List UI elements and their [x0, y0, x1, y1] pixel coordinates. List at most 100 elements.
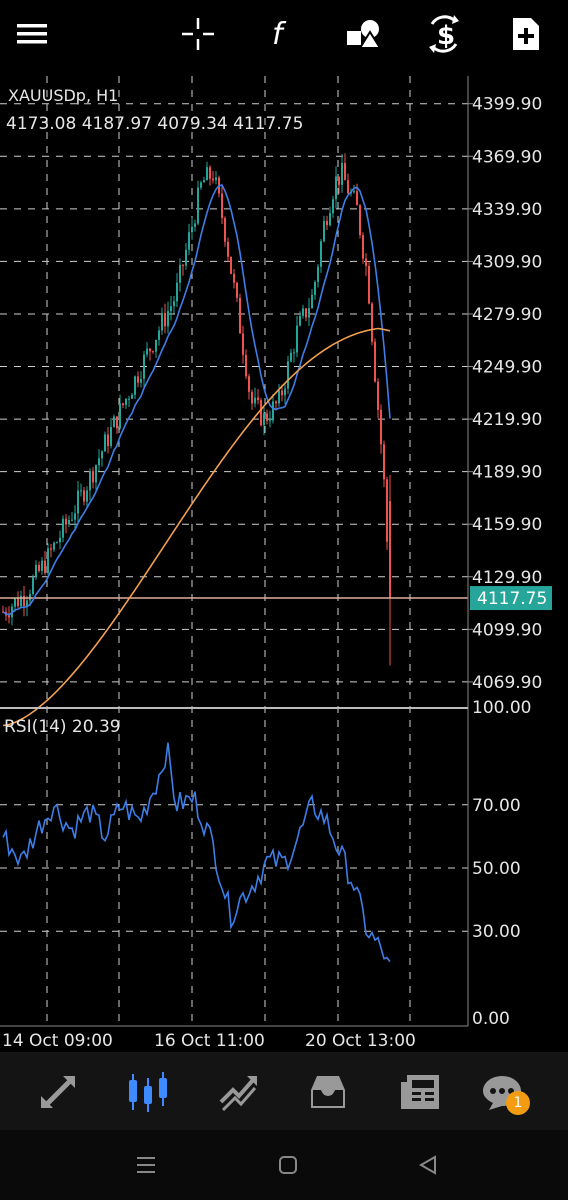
candle-body — [317, 266, 319, 282]
rsi-tick-label: 100.00 — [472, 698, 531, 718]
candle-body — [104, 434, 106, 452]
candle-body — [281, 390, 283, 396]
candle-body — [53, 542, 55, 550]
chart-icon[interactable] — [118, 1066, 178, 1118]
candle-body — [356, 191, 358, 206]
bottom-navigation — [0, 1052, 568, 1130]
new-order-icon[interactable] — [496, 8, 556, 60]
candle-body — [383, 444, 385, 480]
candle-body — [326, 220, 328, 226]
candle-body — [296, 325, 298, 353]
candle-body — [98, 458, 100, 466]
fast-moving-average-line — [2, 184, 391, 616]
trade-icon[interactable]: $ — [414, 8, 474, 60]
candle-body — [17, 598, 19, 607]
candle-body — [197, 187, 199, 224]
candle-body — [26, 600, 28, 607]
candle-body — [62, 518, 64, 538]
candle-body — [119, 403, 121, 429]
price-tick-label: 4339.90 — [472, 200, 542, 220]
candle-body — [221, 193, 223, 219]
candle-body — [371, 303, 373, 342]
price-tick-label: 4399.90 — [472, 95, 542, 115]
candle-body — [68, 520, 70, 525]
candle-body — [359, 205, 361, 235]
candle-body — [116, 416, 118, 429]
candle-body — [41, 560, 43, 571]
candle-body — [314, 281, 316, 295]
objects-icon[interactable] — [334, 8, 394, 60]
candle-body — [149, 348, 151, 352]
candle-body — [122, 403, 124, 406]
candle-body — [275, 401, 277, 404]
candle-body — [365, 258, 367, 266]
candle-body — [113, 416, 115, 428]
candle-body — [389, 501, 391, 599]
candle-body — [254, 397, 256, 404]
candle-body — [386, 479, 388, 542]
ohlc-label: 4173.08 4187.97 4079.34 4117.75 — [6, 114, 303, 134]
candle-body — [176, 282, 178, 302]
candle-body — [320, 241, 322, 267]
candle-body — [203, 180, 205, 183]
candle-body — [272, 401, 274, 421]
candle-body — [20, 595, 22, 607]
candle-body — [47, 548, 49, 573]
candle-body — [74, 513, 76, 520]
candle-body — [206, 167, 208, 181]
symbol-label: XAUUSDp, H1 — [8, 86, 118, 105]
candle-body — [269, 420, 271, 422]
candle-body — [242, 333, 244, 355]
menu-icon[interactable] — [2, 8, 62, 60]
home-icon[interactable] — [268, 1148, 308, 1182]
candle-body — [374, 341, 376, 382]
candle-body — [179, 264, 181, 283]
candle-body — [362, 234, 364, 259]
candle-body — [8, 615, 10, 618]
candle-body — [227, 241, 229, 257]
back-icon[interactable] — [408, 1148, 448, 1182]
candle-body — [167, 311, 169, 327]
history-icon[interactable] — [298, 1066, 358, 1118]
candle-body — [191, 226, 193, 233]
candle-body — [308, 308, 310, 318]
trade-history-icon[interactable] — [208, 1066, 268, 1118]
candle-body — [161, 313, 163, 331]
price-tick-label: 4129.90 — [472, 568, 542, 588]
candle-body — [215, 177, 217, 181]
candle-body — [236, 282, 238, 298]
recents-icon[interactable] — [126, 1148, 166, 1182]
chart-canvas: XAUUSDp, H1 4173.08 4187.97 4079.34 4117… — [0, 76, 552, 1051]
price-tick-label: 4309.90 — [472, 252, 542, 272]
candle-body — [173, 301, 175, 307]
candle-body — [353, 191, 355, 193]
candle-body — [224, 218, 226, 242]
candle-body — [65, 518, 67, 525]
rsi-tick-label: 30.00 — [472, 922, 521, 942]
candle-body — [263, 413, 265, 426]
indicators-icon[interactable]: f — [251, 8, 311, 60]
candle-body — [14, 598, 16, 607]
candle-body — [80, 490, 82, 492]
candle-body — [335, 176, 337, 200]
candle-body — [245, 354, 247, 377]
price-tick-label: 4069.90 — [472, 673, 542, 693]
candle-body — [131, 394, 133, 399]
candle-body — [158, 330, 160, 340]
candle-body — [185, 249, 187, 266]
time-label: 20 Oct 13:00 — [305, 1031, 416, 1051]
candle-body — [302, 308, 304, 316]
candle-body — [344, 162, 346, 181]
candle-body — [170, 306, 172, 312]
candle-body — [71, 519, 73, 521]
price-tick-label: 4249.90 — [472, 358, 542, 378]
price-chart[interactable]: XAUUSDp, H1 4173.08 4187.97 4079.34 4117… — [0, 76, 568, 1052]
candle-body — [194, 223, 196, 227]
quotes-icon[interactable] — [28, 1066, 88, 1118]
news-icon[interactable] — [390, 1066, 450, 1118]
candle-body — [182, 264, 184, 266]
system-navigation — [0, 1130, 568, 1200]
candle-body — [155, 339, 157, 352]
crosshair-icon[interactable] — [168, 8, 228, 60]
current-price-tag: 4117.75 — [470, 586, 552, 611]
